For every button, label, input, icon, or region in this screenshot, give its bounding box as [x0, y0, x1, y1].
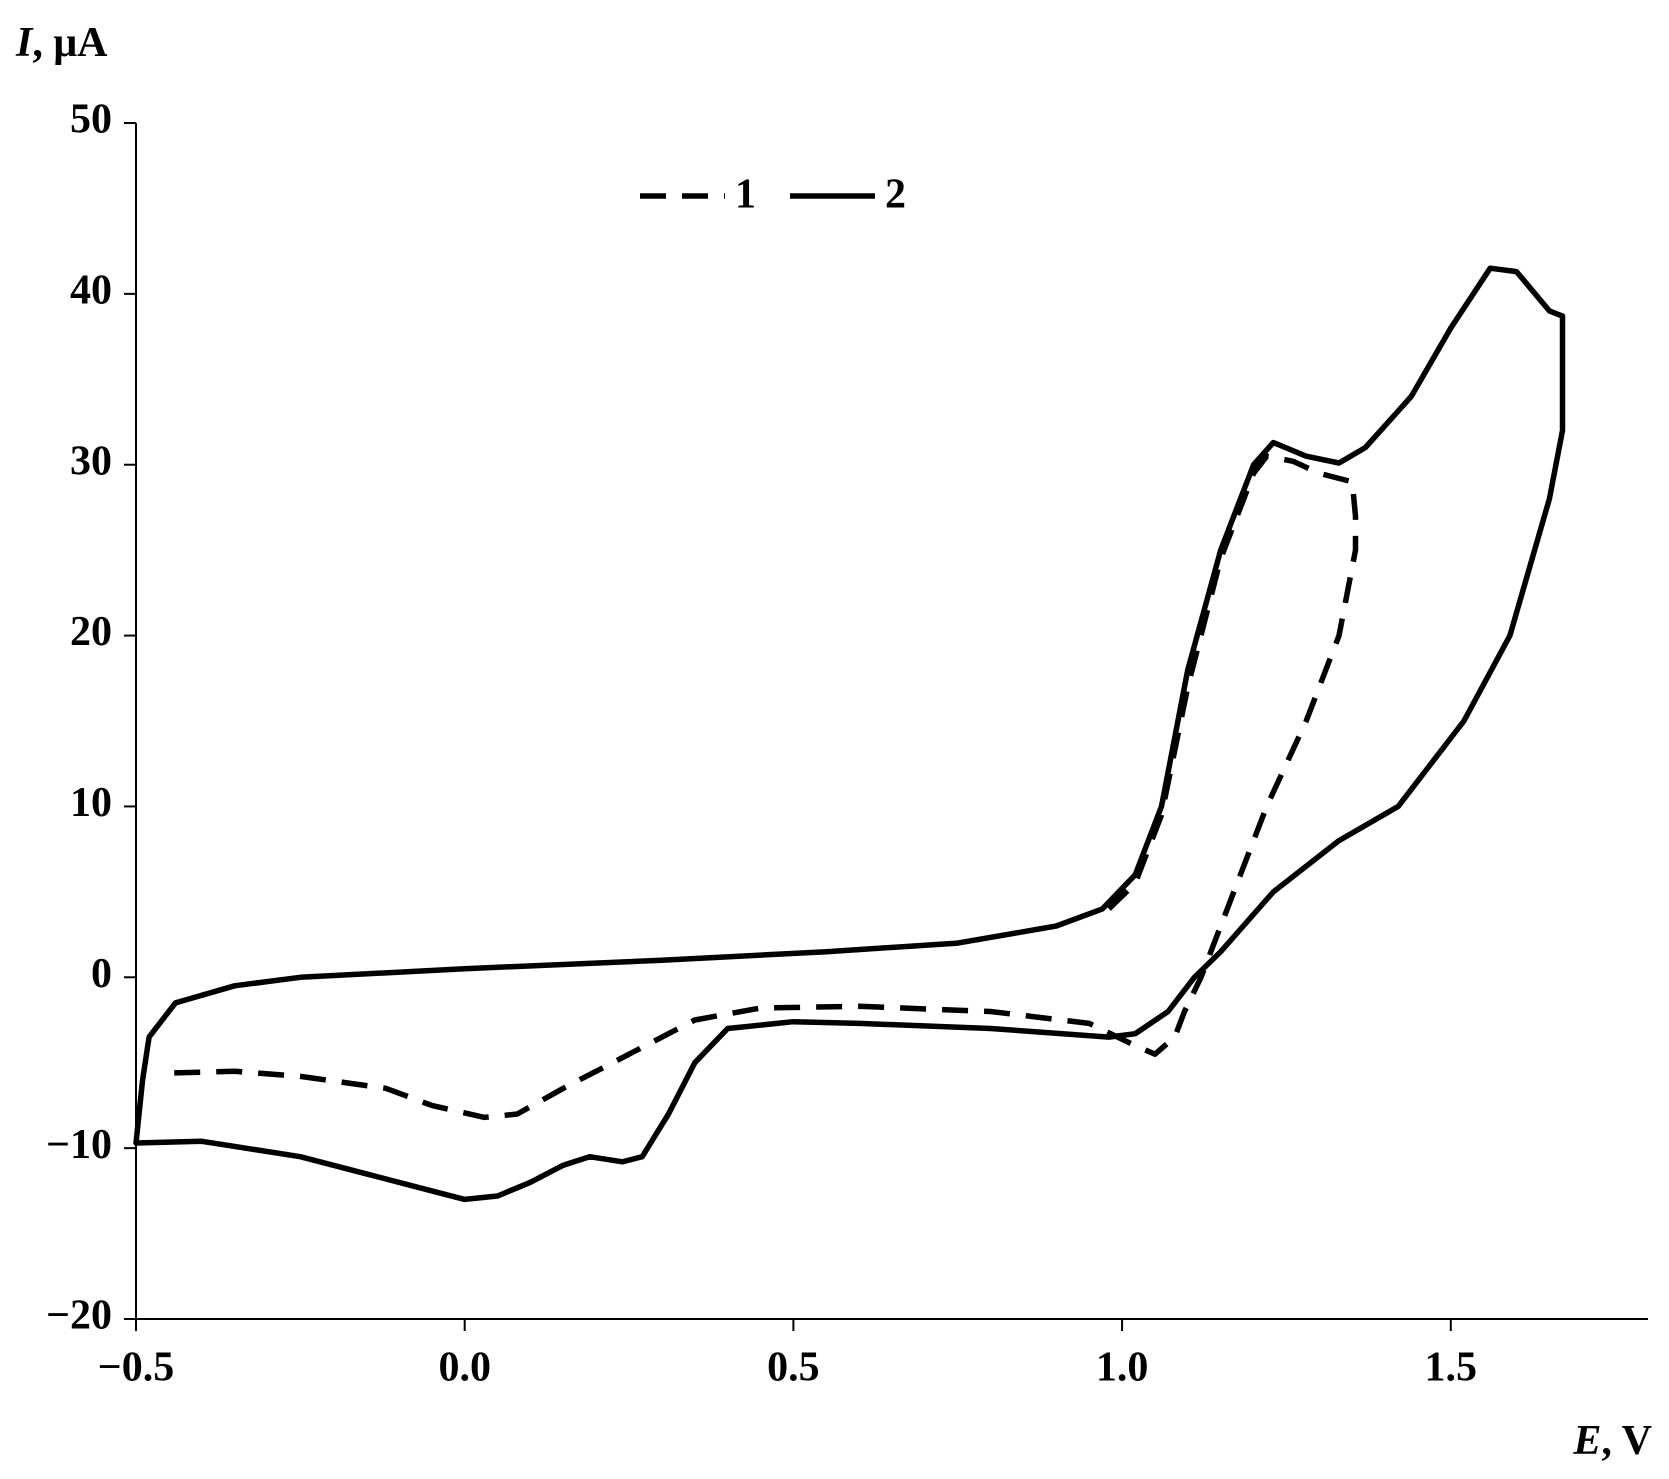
x-tick-label: −0.5	[98, 1345, 174, 1391]
x-axis-label: E, V	[1572, 1418, 1652, 1464]
series-line	[133, 265, 1566, 1203]
x-tick-label: 0.5	[767, 1345, 820, 1391]
y-tick-label: 30	[70, 438, 112, 484]
x-label-unit: , V	[1601, 1418, 1652, 1464]
x-tick-label: 0.0	[438, 1345, 491, 1391]
y-label-symbol: I	[15, 20, 34, 66]
x-tick-label: 1.5	[1425, 1345, 1478, 1391]
x-label-symbol: E	[1572, 1418, 1601, 1464]
y-tick-label: 50	[70, 97, 112, 143]
y-tick-label: 40	[70, 267, 112, 313]
legend-label: 2	[885, 172, 906, 218]
y-tick-label: −10	[46, 1122, 112, 1168]
y-axis-label: I, μA	[15, 20, 108, 66]
y-tick-label: 0	[91, 951, 112, 997]
y-label-unit: , μA	[32, 20, 108, 66]
x-tick-label: 1.0	[1096, 1345, 1149, 1391]
y-tick-label: 20	[70, 609, 112, 655]
series-line	[168, 453, 1359, 1121]
y-tick-label: −20	[46, 1293, 112, 1339]
legend-label: 1	[735, 172, 756, 218]
y-tick-label: 10	[70, 780, 112, 826]
